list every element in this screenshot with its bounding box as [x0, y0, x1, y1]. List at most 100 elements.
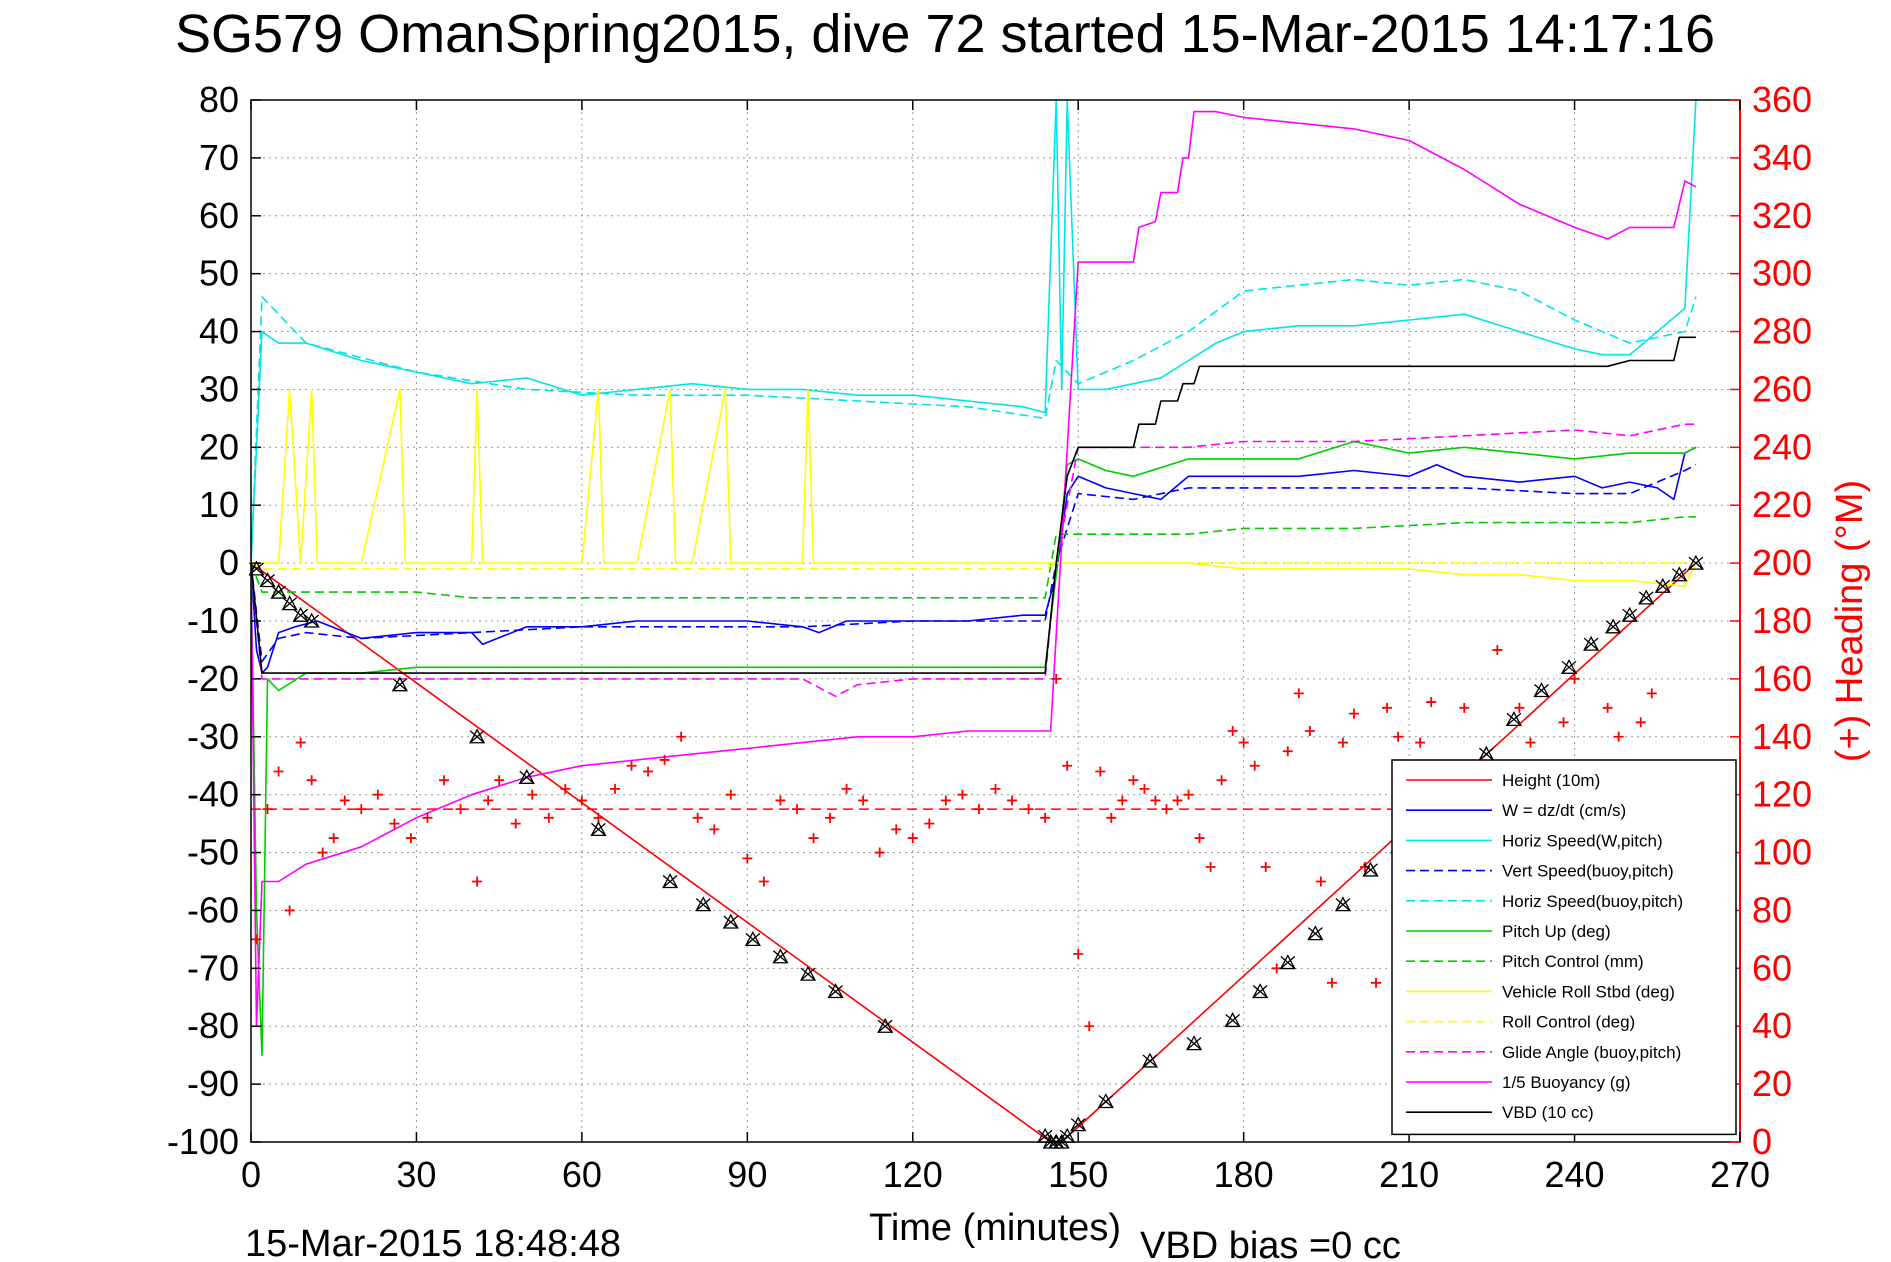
heading-point — [1558, 717, 1569, 728]
heading-point — [1382, 702, 1393, 713]
legend-box — [1391, 759, 1737, 1136]
heading-point — [422, 812, 433, 823]
y2-tick-label: 40 — [1752, 1005, 1792, 1046]
series-line-4 — [251, 278, 1697, 564]
heading-point — [1492, 644, 1503, 655]
depth-marker — [662, 873, 679, 889]
heading-point — [439, 775, 450, 786]
heading-point — [455, 804, 466, 815]
depth-marker — [1224, 1012, 1241, 1028]
depth-marker — [1097, 1093, 1114, 1109]
y2-tick-label: 360 — [1752, 79, 1812, 120]
heading-point — [1525, 737, 1536, 748]
depth-marker — [1307, 925, 1324, 941]
legend-label-1: W = dz/dt (cm/s) — [1502, 801, 1626, 820]
depth-marker — [281, 595, 298, 611]
heading-point — [1371, 977, 1382, 988]
y-tick-label: 10 — [199, 484, 239, 525]
heading-point — [483, 795, 494, 806]
x-tick-label: 120 — [883, 1154, 943, 1195]
y-tick-label: -100 — [167, 1121, 239, 1162]
heading-point — [1139, 783, 1150, 794]
y-tick-label: -70 — [187, 947, 239, 988]
x-tick-label: 180 — [1214, 1154, 1274, 1195]
legend-label-0: Height (10m) — [1502, 771, 1600, 790]
x-tick-label: 240 — [1545, 1154, 1605, 1195]
heading-point — [825, 812, 836, 823]
y2-tick-label: 160 — [1752, 658, 1812, 699]
heading-point — [1084, 1021, 1095, 1032]
depth-marker — [1141, 1052, 1158, 1068]
legend: Height (10m) W = dz/dt (cm/s) Horiz Speed(… — [1391, 759, 1737, 1136]
series-line-0 — [251, 562, 1697, 1142]
y2-tick-label: 80 — [1752, 889, 1792, 930]
depth-marker — [1583, 635, 1600, 651]
heading-point — [494, 775, 505, 786]
y2-tick-label: 280 — [1752, 311, 1812, 352]
legend-label-2: Horiz Speed(W,pitch) — [1502, 831, 1663, 850]
y-tick-label: 50 — [199, 253, 239, 294]
x-tick-label: 60 — [562, 1154, 602, 1195]
heading-point — [1194, 833, 1205, 844]
heading-point — [1150, 795, 1161, 806]
depth-marker — [590, 821, 607, 837]
depth-marker — [1533, 682, 1550, 698]
heading-point — [990, 783, 1001, 794]
depth-marker — [1362, 861, 1379, 877]
depth-marker — [1334, 896, 1352, 912]
heading-point — [1062, 760, 1073, 771]
depth-marker — [1638, 589, 1655, 605]
heading-point — [659, 754, 670, 765]
x-tick-label: 150 — [1048, 1154, 1108, 1195]
depth-marker — [1654, 577, 1671, 593]
depth-marker — [772, 948, 789, 964]
depth-marker — [1621, 606, 1638, 622]
depth-marker — [292, 606, 309, 622]
heading-point — [1007, 795, 1018, 806]
heading-point — [1569, 673, 1580, 684]
y-tick-label: 60 — [199, 195, 239, 236]
footer-vbd-bias: VBD bias =0 cc — [1140, 1225, 1401, 1262]
heading-point — [510, 818, 521, 829]
chart-title: SG579 OmanSpring2015, dive 72 started 15… — [175, 4, 1715, 64]
y-tick-label: -10 — [187, 600, 239, 641]
depth-marker — [270, 583, 287, 599]
heading-point — [1161, 804, 1172, 815]
y2-tick-label: 120 — [1752, 774, 1812, 815]
heading-point — [328, 833, 339, 844]
heading-point — [874, 847, 885, 858]
y2-axis-label: (+) Heading (°M) — [1829, 480, 1871, 762]
heading-point — [1646, 688, 1657, 699]
heading-point — [676, 731, 687, 742]
heading-point — [1051, 673, 1062, 684]
heading-point — [1514, 702, 1525, 713]
heading-point — [273, 766, 284, 777]
heading-point — [251, 934, 262, 945]
heading-point — [1304, 725, 1315, 736]
series-line-7 — [251, 388, 1697, 588]
x-ticks: 0 30 60 90 120 150 180 210 240 270 — [241, 100, 1770, 1195]
y2-tick-label: 320 — [1752, 195, 1812, 236]
legend-label-3: Vert Speed(buoy,pitch) — [1502, 862, 1674, 881]
x-tick-label: 210 — [1379, 1154, 1439, 1195]
depth-marker — [518, 768, 535, 784]
legend-label-8: Roll Control (deg) — [1502, 1013, 1635, 1032]
heading-point — [1128, 775, 1139, 786]
heading-point — [1095, 766, 1106, 777]
marker-layer — [248, 554, 1704, 1149]
heading-point — [858, 795, 869, 806]
depth-marker — [391, 676, 408, 692]
y2-tick-label: 240 — [1752, 426, 1812, 467]
heading-point — [1073, 948, 1084, 959]
heading-point — [295, 737, 306, 748]
depth-marker — [877, 1017, 894, 1033]
heading-point — [1426, 697, 1437, 708]
heading-point — [940, 795, 951, 806]
y-tick-label: -80 — [187, 1005, 239, 1046]
heading-point — [472, 876, 483, 887]
heading-point — [841, 783, 852, 794]
series-line-2 — [251, 100, 1697, 564]
legend-label-4: Horiz Speed(buoy,pitch) — [1502, 892, 1683, 911]
depth-marker — [469, 728, 486, 744]
